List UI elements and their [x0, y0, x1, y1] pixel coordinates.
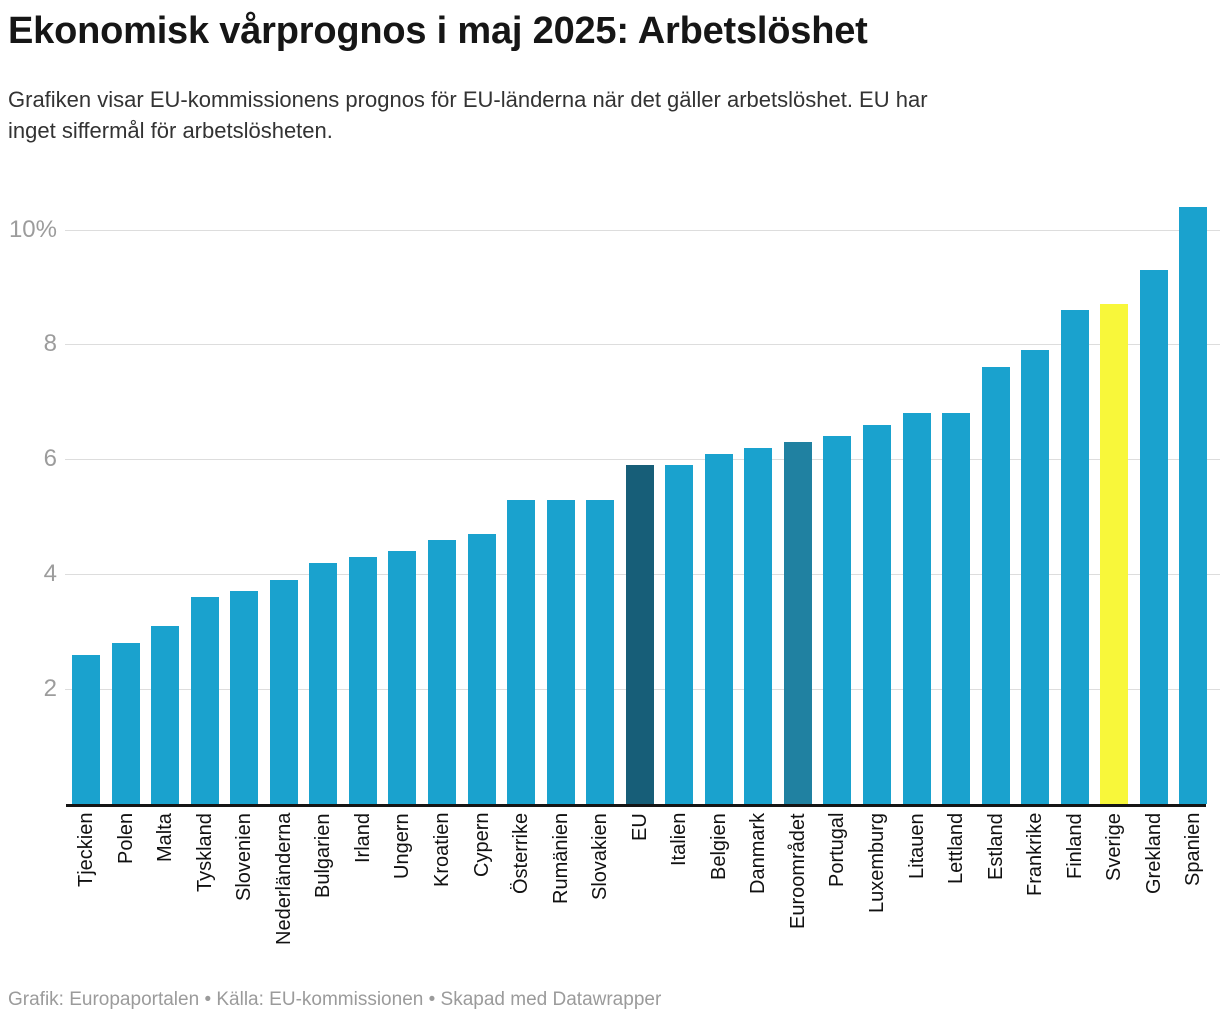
x-tick-label-irland: Irland: [352, 813, 374, 864]
x-tick-label-rumänien: Rumänien: [550, 813, 572, 905]
x-tick-label-cypern: Cypern: [471, 813, 493, 878]
x-tick-label-danmark: Danmark: [747, 813, 769, 895]
x-tick-label-österrike: Österrike: [510, 813, 532, 895]
y-tick-label-8: 8: [43, 330, 57, 357]
chart-description-line-2: inget siffermål för arbetslösheten.: [8, 118, 333, 143]
x-tick-label-euroområdet: Euroområdet: [787, 813, 809, 929]
chart-footer: Grafik: Europaportalen • Källa: EU-kommi…: [8, 989, 662, 1010]
x-tick-label-tyskland: Tyskland: [194, 813, 216, 892]
x-axis-line: [66, 804, 1206, 807]
chart-title: Ekonomisk vårprognos i maj 2025: Arbetsl…: [8, 10, 868, 52]
chart-description-line-1: Grafiken visar EU-kommissionens prognos …: [8, 87, 928, 112]
x-tick-label-bulgarien: Bulgarien: [312, 813, 334, 898]
x-tick-label-spanien: Spanien: [1182, 813, 1204, 887]
bar-cypern: [468, 534, 496, 804]
bar-slovenien: [230, 591, 258, 804]
x-tick-label-slovenien: Slovenien: [233, 813, 255, 901]
y-tick-label-10: 10%: [8, 216, 57, 243]
x-tick-label-ungern: Ungern: [391, 813, 413, 879]
bar-eu: [626, 465, 654, 804]
bar-euroområdet: [784, 442, 812, 804]
y-tick-label-6: 6: [43, 445, 57, 472]
x-tick-label-grekland: Grekland: [1143, 813, 1165, 895]
bar-nederländerna: [270, 580, 298, 804]
bar-ungern: [388, 551, 416, 804]
bar-lettland: [942, 413, 970, 804]
bar-estland: [982, 367, 1010, 804]
bar-bulgarien: [309, 563, 337, 804]
gridline-10: [65, 230, 1220, 231]
x-tick-label-slovakien: Slovakien: [589, 813, 611, 900]
bar-portugal: [823, 436, 851, 804]
bar-italien: [665, 465, 693, 804]
x-tick-label-sverige: Sverige: [1103, 813, 1125, 881]
chart-description: Grafiken visar EU-kommissionens prognos …: [8, 84, 928, 146]
x-tick-label-nederländerna: Nederländerna: [273, 813, 295, 946]
bar-belgien: [705, 454, 733, 804]
gridline-6: [65, 459, 1220, 460]
bar-slovakien: [586, 500, 614, 804]
bar-sverige: [1100, 304, 1128, 804]
bar-litauen: [903, 413, 931, 804]
bar-malta: [151, 626, 179, 804]
x-tick-label-eu: EU: [629, 813, 651, 841]
x-tick-label-luxemburg: Luxemburg: [866, 813, 888, 914]
x-tick-label-malta: Malta: [154, 813, 176, 862]
bar-kroatien: [428, 540, 456, 804]
x-tick-label-belgien: Belgien: [708, 813, 730, 880]
gridline-8: [65, 344, 1220, 345]
x-tick-label-frankrike: Frankrike: [1024, 813, 1046, 897]
bar-tjeckien: [72, 655, 100, 804]
y-tick-label-2: 2: [43, 675, 57, 702]
bar-österrike: [507, 500, 535, 804]
x-tick-label-portugal: Portugal: [826, 813, 848, 888]
x-tick-label-polen: Polen: [115, 813, 137, 865]
x-tick-label-kroatien: Kroatien: [431, 813, 453, 888]
x-tick-label-litauen: Litauen: [906, 813, 928, 879]
x-tick-label-tjeckien: Tjeckien: [75, 813, 97, 888]
bar-danmark: [744, 448, 772, 804]
bar-frankrike: [1021, 350, 1049, 804]
x-tick-label-estland: Estland: [985, 813, 1007, 880]
bar-irland: [349, 557, 377, 804]
x-tick-label-finland: Finland: [1064, 813, 1086, 879]
bar-finland: [1061, 310, 1089, 804]
bar-grekland: [1140, 270, 1168, 804]
bar-tyskland: [191, 597, 219, 804]
y-tick-label-4: 4: [43, 560, 57, 587]
bar-luxemburg: [863, 425, 891, 804]
x-tick-label-italien: Italien: [668, 813, 690, 867]
bar-rumänien: [547, 500, 575, 804]
bar-spanien: [1179, 207, 1207, 804]
x-tick-label-lettland: Lettland: [945, 813, 967, 885]
bar-polen: [112, 643, 140, 804]
